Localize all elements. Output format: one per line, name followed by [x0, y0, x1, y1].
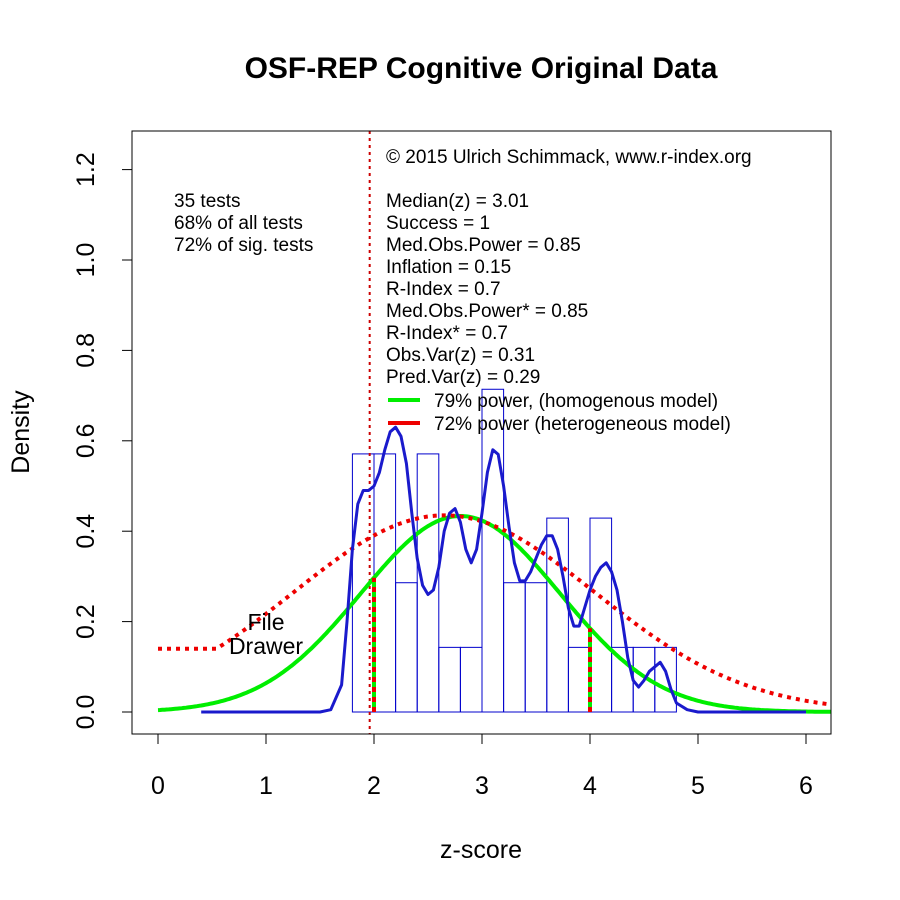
y-tick-label-1: 0.2: [72, 604, 100, 639]
histogram-bar-6: [481, 388, 505, 713]
histogram-bar-10: [567, 646, 591, 713]
stat-med-obs-power: Med.Obs.Power = 0.85: [386, 235, 581, 256]
heterogeneous-model-curve: [158, 513, 831, 707]
histogram-bar-2: [395, 582, 418, 713]
legend-label-heterogeneous: 72% power (heterogeneous model): [434, 414, 731, 435]
note-tests: 35 tests: [174, 191, 241, 212]
x-tick-label-6: 6: [799, 772, 813, 800]
x-tick-label-4: 4: [583, 772, 597, 800]
x-tick-label-0: 0: [151, 772, 165, 800]
chart-title: OSF-REP Cognitive Original Data: [245, 52, 718, 85]
y-tick-label-5: 1.0: [72, 243, 100, 278]
histogram-bar-9: [546, 517, 569, 713]
file-drawer-annotation: File Drawer: [229, 609, 303, 659]
stat-median-z: Median(z) = 3.01: [386, 191, 529, 212]
stat-pred-var: Pred.Var(z) = 0.29: [386, 367, 540, 388]
y-tick-label-3: 0.6: [72, 423, 100, 458]
histogram-bar-4: [438, 646, 461, 713]
plot-frame: [131, 130, 832, 735]
y-tick-label-4: 0.8: [72, 333, 100, 368]
x-tick-label-3: 3: [475, 772, 489, 800]
stats-block: Median(z) = 3.01 Success = 1 Med.Obs.Pow…: [386, 191, 588, 388]
histogram-bar-3: [416, 453, 440, 713]
stat-inflation: Inflation = 0.15: [386, 257, 511, 278]
histogram-bar-14: [654, 646, 677, 713]
histogram-bar-5: [459, 646, 483, 713]
legend: 79% power, (homogenous model) 72% power …: [388, 391, 731, 435]
stat-r-index: R-Index = 0.7: [386, 279, 501, 300]
y-tick-label-0: 0.0: [72, 695, 100, 730]
legend-label-homogeneous: 79% power, (homogenous model): [434, 391, 718, 412]
histogram-bar-1: [373, 453, 397, 713]
copyright-text: © 2015 Ulrich Schimmack, www.r-index.org: [386, 147, 752, 168]
note-sig-tests: 72% of sig. tests: [174, 235, 313, 256]
curves: [157, 131, 831, 734]
x-axis-title: z-score: [440, 836, 522, 864]
file-drawer-line2: Drawer: [229, 633, 303, 659]
left-notes: 35 tests 68% of all tests 72% of sig. te…: [174, 191, 313, 256]
histogram-bar-7: [503, 582, 526, 713]
y-axis-title: Density: [7, 390, 35, 474]
x-tick-label-2: 2: [367, 772, 381, 800]
y-tick-label-6: 1.2: [72, 152, 100, 187]
x-tick-label-5: 5: [691, 772, 705, 800]
stat-obs-var: Obs.Var(z) = 0.31: [386, 345, 535, 366]
stat-success: Success = 1: [386, 213, 490, 234]
histogram-bar-12: [611, 646, 634, 713]
histogram-bar-11: [589, 517, 613, 713]
file-drawer-line1: File: [247, 609, 284, 635]
stat-med-obs-power-star: Med.Obs.Power* = 0.85: [386, 301, 588, 322]
x-tick-label-1: 1: [259, 772, 273, 800]
stat-r-index-star: R-Index* = 0.7: [386, 323, 508, 344]
note-all-tests: 68% of all tests: [174, 213, 303, 234]
histogram-bar-8: [524, 582, 548, 713]
kernel-density-curve: [201, 425, 806, 714]
y-tick-label-2: 0.4: [72, 514, 100, 549]
